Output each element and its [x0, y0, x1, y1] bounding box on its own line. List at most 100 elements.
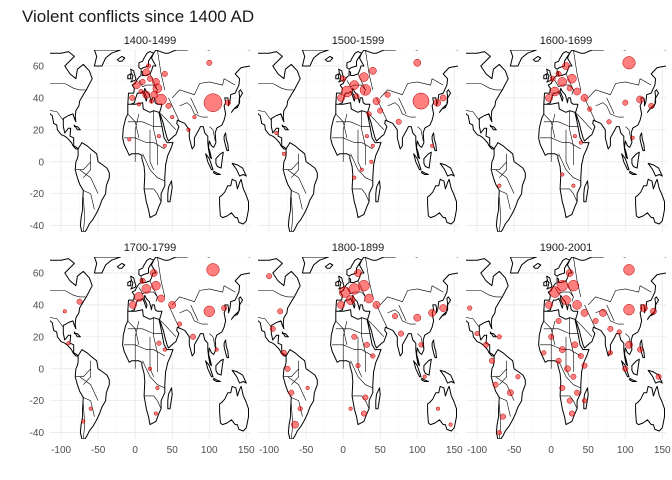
- land-outline: [466, 257, 666, 439]
- conflict-point: [170, 115, 175, 120]
- conflict-point: [433, 98, 442, 107]
- conflict-point: [162, 347, 167, 352]
- conflict-point: [147, 75, 153, 82]
- conflict-point: [354, 269, 362, 277]
- y-tick-label: -20: [30, 189, 45, 200]
- conflict-point: [655, 373, 662, 380]
- world-map: [466, 50, 666, 232]
- conflict-point: [572, 134, 577, 139]
- country-borders: [50, 257, 236, 439]
- conflict-point: [291, 420, 299, 429]
- y-tick-label: 20: [33, 125, 45, 136]
- x-tick-label: 150: [446, 445, 463, 456]
- facet-label: 1600-1699: [540, 35, 593, 47]
- conflict-point: [221, 305, 228, 312]
- conflict-point: [362, 394, 369, 401]
- y-tick-label: 60: [33, 61, 45, 72]
- conflict-point: [363, 341, 370, 348]
- conflict-point: [548, 333, 555, 340]
- conflict-point: [555, 357, 562, 364]
- conflict-point: [430, 143, 435, 148]
- conflict-point: [592, 317, 599, 324]
- conflict-point: [206, 263, 220, 277]
- conflict-point: [515, 374, 521, 380]
- conflict-point: [571, 341, 579, 349]
- conflict-point: [147, 366, 153, 371]
- conflict-point: [648, 102, 655, 109]
- x-tick-label: 100: [201, 445, 218, 456]
- conflict-point: [428, 309, 436, 317]
- conflict-point: [566, 85, 573, 92]
- land-outline: [258, 257, 458, 439]
- conflict-point: [351, 333, 358, 340]
- conflict-point: [545, 301, 553, 309]
- conflict-point: [496, 430, 502, 436]
- conflict-point: [177, 321, 183, 327]
- facet-panel: 1900-2001: [466, 242, 666, 439]
- conflict-point: [550, 86, 560, 97]
- conflict-point: [587, 106, 593, 112]
- y-tick-label: 40: [33, 93, 45, 104]
- x-tick-label: 150: [654, 445, 671, 456]
- facet-panel: 1700-1799: [50, 242, 250, 439]
- y-tick-label: 0: [38, 364, 44, 375]
- conflict-point: [622, 365, 629, 372]
- conflict-point: [280, 349, 287, 356]
- conflict-point: [132, 81, 141, 89]
- conflict-point: [625, 340, 633, 349]
- facet-label: 1800-1899: [332, 242, 385, 254]
- conflict-point: [156, 340, 162, 346]
- conflict-point: [607, 350, 613, 356]
- conflict-point: [630, 135, 635, 140]
- conflict-point: [142, 68, 151, 77]
- conflict-point: [418, 342, 424, 348]
- conflict-point: [497, 183, 502, 188]
- conflict-point: [155, 93, 167, 106]
- conflict-point: [623, 304, 635, 316]
- conflict-point: [206, 59, 213, 66]
- conflict-point: [369, 159, 374, 164]
- world-map: [258, 257, 458, 439]
- conflict-point: [571, 183, 576, 188]
- conflict-point: [580, 94, 589, 102]
- conflict-point: [148, 98, 155, 104]
- conflict-point: [492, 381, 499, 388]
- conflict-point: [372, 301, 381, 309]
- facet-label: 1500-1599: [332, 35, 385, 47]
- x-tick-label: -50: [507, 445, 522, 456]
- conflict-point: [337, 94, 345, 102]
- country-borders: [50, 50, 236, 232]
- conflict-point: [340, 75, 347, 82]
- conflict-point: [192, 115, 197, 120]
- conflict-point: [372, 97, 381, 105]
- x-tick-label: 50: [583, 445, 595, 456]
- conflict-point: [549, 286, 561, 298]
- conflict-point: [348, 283, 360, 295]
- conflict-point: [157, 294, 165, 303]
- land-outline: [466, 50, 666, 232]
- conflict-point: [145, 63, 152, 69]
- conflict-point: [384, 91, 391, 98]
- conflict-point: [359, 84, 372, 96]
- conflict-point: [288, 389, 295, 396]
- conflict-point: [345, 295, 356, 305]
- conflict-point: [186, 127, 191, 132]
- conflict-point: [355, 363, 361, 369]
- y-tick-label: -40: [30, 221, 45, 232]
- conflict-point: [360, 410, 367, 417]
- conflict-point: [274, 130, 279, 136]
- conflict-point: [127, 137, 132, 142]
- world-map: [50, 50, 250, 232]
- conflict-point: [439, 94, 447, 102]
- conflict-point: [368, 66, 377, 75]
- conflict-point: [474, 331, 480, 337]
- conflict-point: [570, 373, 577, 380]
- conflict-point: [564, 365, 571, 373]
- facet-panel: 1600-1699: [466, 35, 666, 232]
- conflict-point: [578, 140, 583, 145]
- x-tick-label: 0: [340, 445, 346, 456]
- conflict-point: [422, 374, 427, 379]
- conflict-point: [561, 295, 571, 305]
- conflict-point: [129, 301, 137, 309]
